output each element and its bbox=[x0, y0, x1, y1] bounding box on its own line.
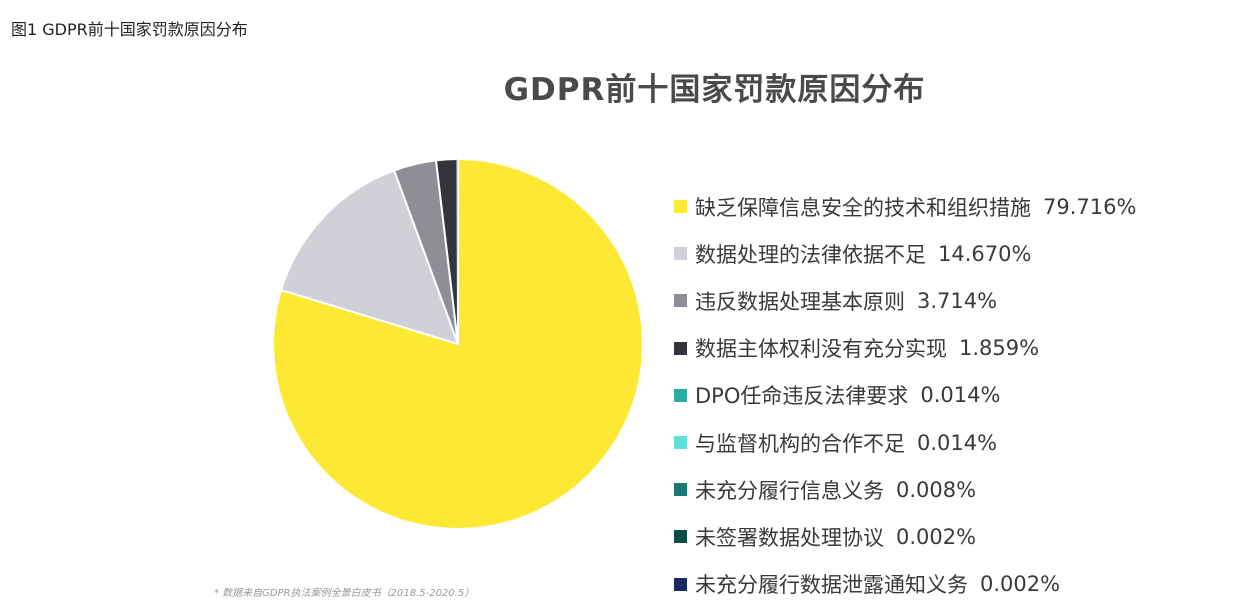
legend-item: 违反数据处理基本原则 3.714% bbox=[674, 277, 1136, 324]
legend-swatch bbox=[674, 341, 687, 355]
legend-swatch bbox=[674, 483, 687, 497]
legend-item: 未充分履行数据泄露通知义务 0.002% bbox=[674, 561, 1136, 608]
chart-legend: 缺乏保障信息安全的技术和组织措施 79.716% 数据处理的法律依据不足 14.670… bbox=[674, 183, 1136, 608]
chart-title: GDPR前十国家罚款原因分布 bbox=[503, 72, 926, 108]
legend-swatch bbox=[674, 577, 687, 591]
pie-slice-2 bbox=[279, 169, 460, 346]
legend-swatch bbox=[674, 436, 687, 450]
legend-value: 14.670% bbox=[938, 241, 1032, 266]
legend-item: 数据主体权利没有充分实现 1.859% bbox=[674, 325, 1136, 372]
legend-label: 未充分履行信息义务 bbox=[695, 478, 884, 503]
legend-swatch bbox=[674, 530, 687, 544]
legend-label: 违反数据处理基本原则 bbox=[695, 289, 905, 314]
legend-value: 3.714% bbox=[917, 288, 998, 313]
legend-label: 数据处理的法律依据不足 bbox=[695, 242, 926, 267]
pie-slice-4 bbox=[434, 157, 459, 345]
figure-caption: 图1 GDPR前十国家罚款原因分布 bbox=[11, 20, 248, 39]
legend-item: 未充分履行信息义务 0.008% bbox=[674, 466, 1136, 513]
legend-swatch bbox=[674, 200, 687, 214]
pie-slice-1 bbox=[272, 157, 644, 530]
legend-swatch bbox=[674, 247, 687, 261]
legend-value: 1.859% bbox=[959, 336, 1040, 361]
legend-label: 数据主体权利没有充分实现 bbox=[695, 337, 947, 362]
legend-label: 未签署数据处理协议 bbox=[695, 525, 884, 550]
legend-label: 与监督机构的合作不足 bbox=[695, 431, 905, 456]
legend-label: DPO任命违反法律要求 bbox=[695, 384, 909, 409]
legend-label: 未充分履行数据泄露通知义务 bbox=[695, 573, 968, 598]
legend-value: 0.014% bbox=[917, 430, 998, 455]
legend-item: 缺乏保障信息安全的技术和组织措施 79.716% bbox=[674, 183, 1136, 230]
legend-value: 0.014% bbox=[920, 383, 1001, 408]
legend-swatch bbox=[674, 388, 687, 402]
source-note: * 数据来自GDPR执法案例全景白皮书（2018.5-2020.5） bbox=[214, 588, 475, 599]
legend-value: 0.002% bbox=[896, 524, 977, 549]
legend-swatch bbox=[674, 294, 687, 308]
legend-item: 未签署数据处理协议 0.002% bbox=[674, 513, 1136, 560]
legend-item: DPO任命违反法律要求 0.014% bbox=[674, 372, 1136, 419]
legend-item: 与监督机构的合作不足 0.014% bbox=[674, 419, 1136, 466]
legend-value: 0.008% bbox=[896, 477, 977, 502]
legend-value: 79.716% bbox=[1043, 194, 1137, 219]
legend-value: 0.002% bbox=[980, 572, 1061, 597]
legend-label: 缺乏保障信息安全的技术和组织措施 bbox=[695, 195, 1031, 220]
legend-item: 数据处理的法律依据不足 14.670% bbox=[674, 230, 1136, 277]
